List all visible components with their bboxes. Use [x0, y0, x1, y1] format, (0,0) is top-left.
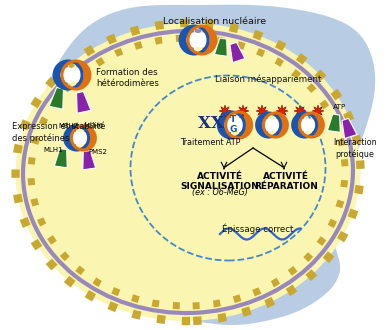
Polygon shape [256, 105, 268, 117]
Ellipse shape [16, 23, 361, 321]
Text: ATP: ATP [333, 104, 346, 110]
Text: X: X [210, 115, 224, 131]
Text: Expression et stabilité
des protéines: Expression et stabilité des protéines [12, 121, 106, 143]
Polygon shape [342, 118, 357, 139]
Circle shape [262, 118, 275, 132]
Text: G: G [229, 125, 237, 135]
Polygon shape [214, 38, 227, 56]
Circle shape [68, 67, 84, 83]
Text: PMS2: PMS2 [89, 149, 108, 155]
Polygon shape [219, 105, 231, 117]
Text: T: T [230, 115, 236, 124]
Circle shape [187, 32, 202, 48]
Text: MLH1: MLH1 [43, 147, 63, 153]
Polygon shape [83, 150, 96, 170]
Wedge shape [239, 112, 252, 138]
Text: Formation des
hétérodimères: Formation des hétérodimères [96, 68, 159, 88]
Wedge shape [180, 26, 194, 54]
Polygon shape [54, 148, 67, 168]
Circle shape [224, 118, 239, 132]
Wedge shape [76, 61, 90, 89]
Circle shape [269, 118, 282, 132]
Circle shape [77, 131, 90, 145]
Text: X: X [197, 115, 210, 131]
Text: Liaison mésappariement: Liaison mésappariement [215, 75, 321, 84]
Wedge shape [65, 126, 77, 150]
Wedge shape [256, 113, 269, 137]
Circle shape [194, 32, 210, 48]
Wedge shape [218, 112, 231, 138]
Text: ACTIVITÉ
SIGNALISATION: ACTIVITÉ SIGNALISATION [181, 172, 259, 191]
Circle shape [231, 118, 246, 132]
Wedge shape [202, 26, 216, 54]
Circle shape [60, 67, 76, 83]
Circle shape [298, 118, 311, 132]
Text: (ex : O6-MeG): (ex : O6-MeG) [192, 188, 248, 197]
Polygon shape [34, 5, 375, 325]
Polygon shape [327, 114, 340, 132]
Polygon shape [237, 105, 249, 117]
Circle shape [70, 131, 83, 145]
Text: Traitement ATP: Traitement ATP [180, 138, 240, 147]
Wedge shape [311, 113, 323, 137]
Text: Interaction
protéique: Interaction protéique [333, 138, 377, 159]
Polygon shape [294, 105, 306, 117]
Wedge shape [54, 61, 68, 89]
Wedge shape [292, 113, 305, 137]
Circle shape [305, 118, 318, 132]
Polygon shape [77, 91, 91, 113]
Polygon shape [49, 87, 63, 109]
Text: ACTIVITÉ
RÉPARATION: ACTIVITÉ RÉPARATION [254, 172, 318, 191]
Polygon shape [230, 42, 245, 63]
Text: Épissage correct: Épissage correct [222, 223, 294, 234]
Text: Localisation nucléaire: Localisation nucléaire [163, 17, 267, 26]
Wedge shape [275, 113, 287, 137]
Text: MSH6: MSH6 [83, 123, 103, 129]
Text: MSH2: MSH2 [58, 123, 78, 129]
Wedge shape [83, 126, 95, 150]
Polygon shape [276, 105, 288, 117]
Polygon shape [312, 105, 324, 117]
